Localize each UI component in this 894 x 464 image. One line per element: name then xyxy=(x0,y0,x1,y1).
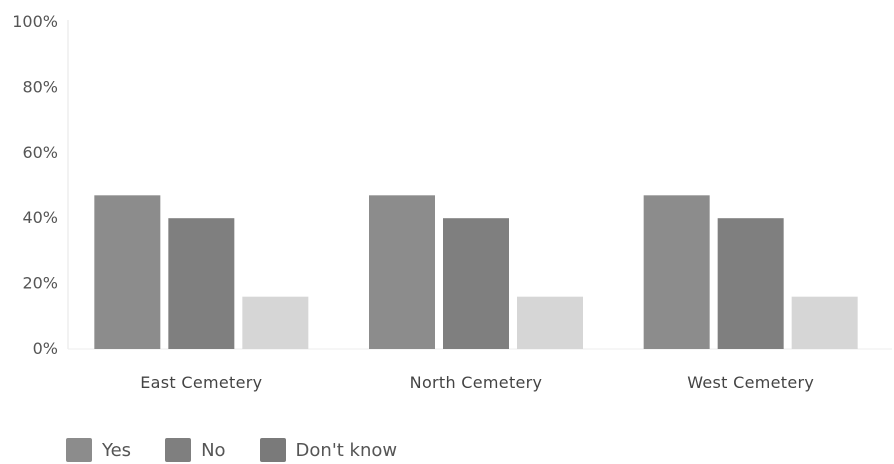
bar-no-east-cemetery[interactable] xyxy=(168,218,235,349)
legend-swatch-dont-know xyxy=(259,438,286,462)
bar-yes-west-cemetery[interactable] xyxy=(643,195,710,349)
x-category-label: East Cemetery xyxy=(140,373,262,392)
y-tick-label: 20% xyxy=(22,274,58,293)
y-tick-label: 80% xyxy=(22,77,58,96)
legend-item-dont-know[interactable]: Don't know xyxy=(259,438,398,462)
bar-yes-east-cemetery[interactable] xyxy=(94,195,161,349)
bar-don-t-know-west-cemetery[interactable] xyxy=(791,296,858,349)
y-tick-label: 0% xyxy=(33,339,58,358)
bar-don-t-know-north-cemetery[interactable] xyxy=(517,296,583,349)
legend-item-no[interactable]: No xyxy=(165,438,226,462)
y-tick-label: 40% xyxy=(22,208,58,227)
bar-no-north-cemetery[interactable] xyxy=(443,218,509,349)
x-category-label: West Cemetery xyxy=(687,373,814,392)
bars-group xyxy=(94,195,858,349)
legend-label-no: No xyxy=(201,439,226,461)
legend-swatch-yes xyxy=(66,438,92,462)
bar-no-west-cemetery[interactable] xyxy=(717,218,784,349)
legend-label-yes: Yes xyxy=(102,439,132,461)
y-tick-label: 100% xyxy=(12,12,58,31)
bar-don-t-know-east-cemetery[interactable] xyxy=(242,296,309,349)
bar-yes-north-cemetery[interactable] xyxy=(369,195,435,349)
legend-item-yes[interactable]: Yes xyxy=(66,438,131,462)
x-category-label: North Cemetery xyxy=(410,373,543,392)
legend: Yes No Don't know xyxy=(66,436,431,464)
x-axis: East Cemetery North Cemetery West Cemetery xyxy=(140,373,814,392)
legend-swatch-no xyxy=(165,438,192,462)
y-tick-label: 60% xyxy=(22,143,58,162)
bar-chart: 0% 20% 40% 60% 80% 100% East Cemetery North Ce… xyxy=(12,12,892,392)
legend-label-dont-know: Don't know xyxy=(295,439,398,461)
